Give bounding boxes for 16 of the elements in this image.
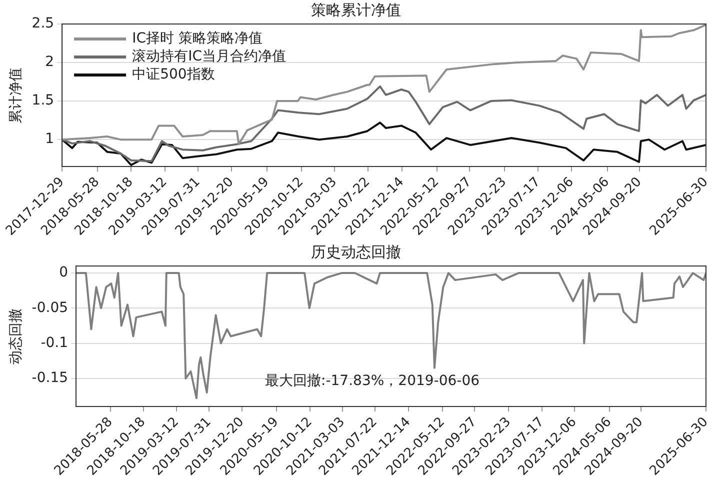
y-axis-title: 动态回撤 (8, 308, 24, 364)
y-tick-label: -0.1 (40, 334, 68, 351)
y-tick-label: -0.15 (32, 370, 68, 386)
y-tick-label: -0.05 (32, 300, 68, 316)
y-tick-label: 0 (59, 264, 68, 281)
legend-label: 中证500指数 (132, 66, 215, 83)
chart-title: 历史动态回撤 (311, 242, 401, 261)
y-axis-title: 累计净值 (8, 67, 24, 124)
chart-title: 策略累计净值 (311, 0, 401, 19)
annotation: 最大回撤:-17.83%，2019-06-06 (265, 372, 480, 389)
y-tick-label: 1 (45, 131, 54, 148)
y-tick-label: 2 (45, 54, 54, 70)
y-tick-label: 1.5 (32, 92, 54, 109)
legend-label: 滚动持有IC当月合约净值 (132, 48, 286, 65)
legend-label: IC择时 策略策略净值 (132, 30, 262, 47)
y-tick-label: 2.5 (32, 16, 54, 32)
